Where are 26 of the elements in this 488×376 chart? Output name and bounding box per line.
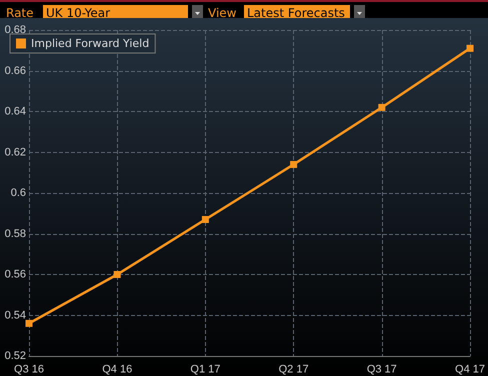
y-tick-label: 0.62	[4, 146, 26, 158]
y-tick-label: 0.64	[4, 106, 26, 118]
x-tick-label: Q2 17	[278, 364, 309, 376]
x-tick-label: Q3 16	[14, 364, 44, 376]
y-tick-label: 0.52	[4, 350, 26, 362]
x-tick-label: Q4 17	[455, 364, 485, 376]
point	[26, 320, 32, 327]
legend-label: Implied Forward Yield	[31, 37, 150, 50]
y-tick-label: 0.56	[4, 268, 26, 280]
text: View	[208, 6, 236, 20]
y-tick-label: 0.66	[4, 64, 26, 77]
point	[202, 216, 209, 223]
y-tick-label: 0.58	[4, 228, 26, 240]
text: Rate	[6, 6, 34, 20]
point	[114, 271, 121, 278]
text: UK 10-Year	[43, 5, 188, 21]
y-tick-label: 0.68	[4, 24, 26, 36]
point	[378, 104, 386, 111]
x-tick-label: Q3 17	[366, 364, 397, 376]
text: Latest Forecasts	[244, 5, 350, 21]
y-tick-label: 0.6	[10, 187, 26, 199]
x-tick-label: Q1 17	[190, 364, 220, 376]
point	[466, 44, 474, 52]
point	[290, 160, 298, 168]
y-tick-label: 0.54	[4, 309, 26, 322]
x-tick-label: Q4 16	[102, 364, 132, 376]
